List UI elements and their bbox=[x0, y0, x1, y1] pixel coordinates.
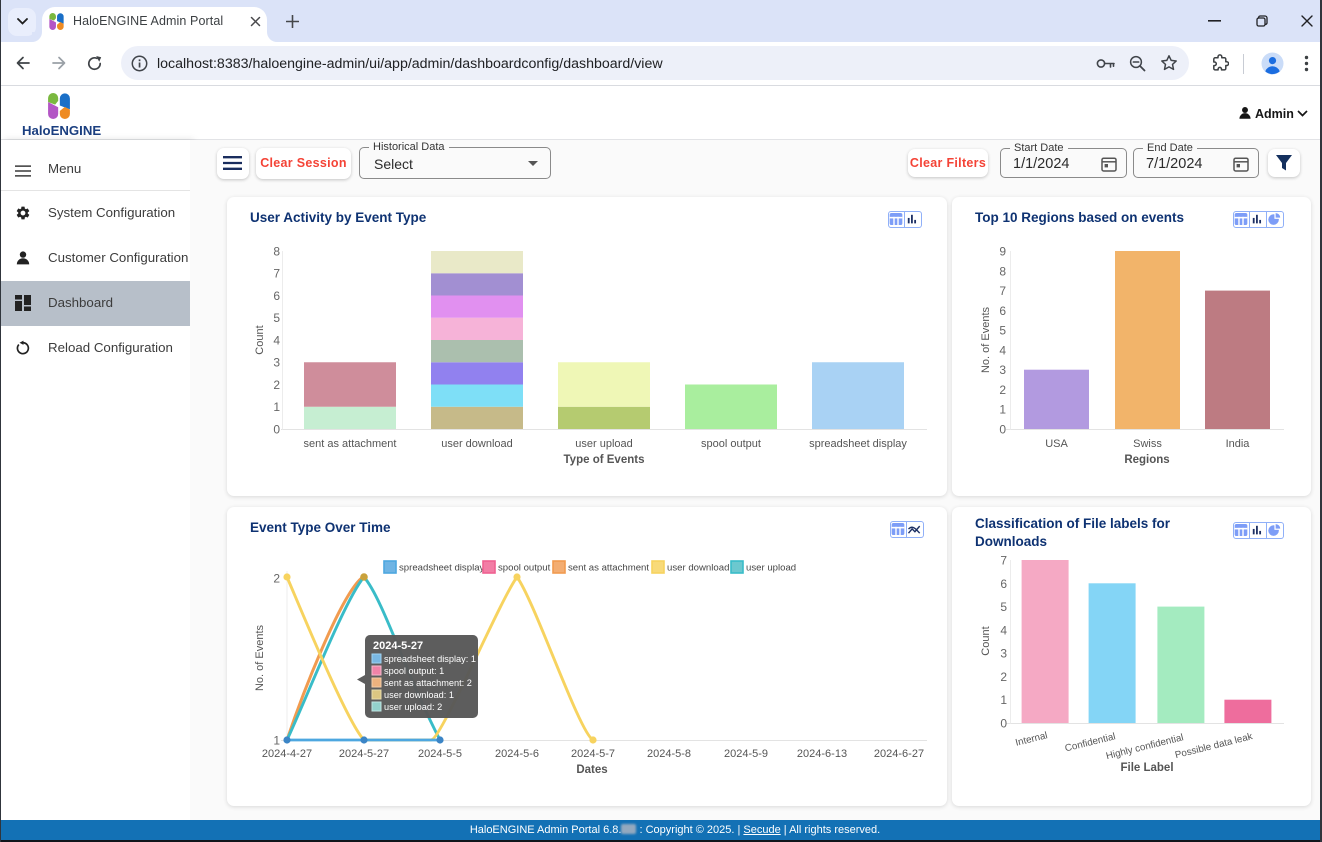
svg-text:Regions: Regions bbox=[1124, 454, 1169, 466]
svg-text:0: 0 bbox=[273, 423, 280, 437]
svg-text:3: 3 bbox=[1000, 647, 1007, 661]
svg-text:spool output: spool output bbox=[498, 563, 551, 574]
svg-text:Count: Count bbox=[254, 325, 266, 354]
svg-text:No. of Events: No. of Events bbox=[254, 624, 266, 691]
svg-text:sent as attachment: sent as attachment bbox=[568, 563, 649, 574]
svg-text:2024-5-8: 2024-5-8 bbox=[647, 748, 691, 760]
svg-text:3: 3 bbox=[999, 363, 1006, 377]
svg-text:Count: Count bbox=[980, 626, 992, 655]
svg-text:2: 2 bbox=[1000, 670, 1007, 684]
svg-text:1: 1 bbox=[273, 734, 280, 748]
svg-text:2024-5-5: 2024-5-5 bbox=[418, 748, 462, 760]
svg-text:user download: 1: user download: 1 bbox=[384, 690, 454, 700]
svg-text:Internal: Internal bbox=[1014, 730, 1048, 749]
svg-text:6: 6 bbox=[273, 289, 280, 303]
svg-text:2: 2 bbox=[273, 378, 280, 392]
svg-text:6: 6 bbox=[1000, 577, 1007, 591]
svg-text:1: 1 bbox=[273, 400, 280, 414]
svg-text:6: 6 bbox=[999, 304, 1006, 318]
svg-text:user upload: user upload bbox=[746, 563, 796, 574]
svg-text:1: 1 bbox=[999, 403, 1006, 417]
svg-text:2024-5-9: 2024-5-9 bbox=[724, 748, 768, 760]
svg-text:Type of Events: Type of Events bbox=[564, 454, 645, 466]
svg-text:Highly confidential: Highly confidential bbox=[1105, 732, 1185, 762]
svg-text:8: 8 bbox=[273, 245, 280, 259]
svg-text:2024-4-27: 2024-4-27 bbox=[262, 748, 312, 760]
svg-text:5: 5 bbox=[1000, 600, 1007, 614]
svg-text:Swiss: Swiss bbox=[1133, 438, 1162, 450]
svg-text:4: 4 bbox=[999, 343, 1006, 357]
svg-text:2024-5-6: 2024-5-6 bbox=[495, 748, 539, 760]
svg-text:File Label: File Label bbox=[1120, 762, 1173, 774]
svg-text:Possible data leak: Possible data leak bbox=[1174, 731, 1254, 761]
svg-text:sent as attachment: 2: sent as attachment: 2 bbox=[384, 678, 472, 688]
svg-text:7: 7 bbox=[1000, 554, 1007, 568]
svg-text:2024-5-27: 2024-5-27 bbox=[373, 640, 423, 652]
svg-text:spool output: 1: spool output: 1 bbox=[384, 666, 444, 676]
svg-text:user download: user download bbox=[667, 563, 729, 574]
svg-text:spool output: spool output bbox=[701, 438, 761, 450]
svg-text:1: 1 bbox=[1000, 693, 1007, 707]
svg-text:spreadsheet display: spreadsheet display bbox=[399, 563, 485, 574]
svg-text:spreadsheet display: spreadsheet display bbox=[809, 438, 907, 450]
svg-text:user download: user download bbox=[441, 438, 513, 450]
svg-text:4: 4 bbox=[273, 334, 280, 348]
svg-text:India: India bbox=[1226, 438, 1251, 450]
svg-text:user upload: user upload bbox=[575, 438, 633, 450]
svg-text:2: 2 bbox=[273, 572, 280, 586]
svg-text:No. of Events: No. of Events bbox=[980, 306, 992, 373]
svg-text:0: 0 bbox=[999, 423, 1006, 437]
svg-text:7: 7 bbox=[273, 267, 280, 281]
svg-text:USA: USA bbox=[1045, 438, 1068, 450]
svg-text:4: 4 bbox=[1000, 623, 1007, 637]
svg-text:8: 8 bbox=[999, 264, 1006, 278]
svg-text:5: 5 bbox=[273, 311, 280, 325]
svg-text:2024-5-7: 2024-5-7 bbox=[571, 748, 615, 760]
svg-text:Dates: Dates bbox=[576, 764, 607, 776]
svg-text:3: 3 bbox=[273, 356, 280, 370]
svg-text:0: 0 bbox=[1000, 717, 1007, 731]
svg-text:2024-6-27: 2024-6-27 bbox=[874, 748, 924, 760]
svg-text:5: 5 bbox=[999, 324, 1006, 338]
svg-text:spreadsheet display: 1: spreadsheet display: 1 bbox=[384, 654, 476, 664]
svg-text:2: 2 bbox=[999, 383, 1006, 397]
svg-text:user upload: 2: user upload: 2 bbox=[384, 702, 442, 712]
svg-text:2024-5-27: 2024-5-27 bbox=[339, 748, 389, 760]
svg-text:sent as attachment: sent as attachment bbox=[304, 438, 397, 450]
svg-text:2024-6-13: 2024-6-13 bbox=[797, 748, 847, 760]
svg-text:7: 7 bbox=[999, 284, 1006, 298]
svg-text:9: 9 bbox=[999, 245, 1006, 259]
